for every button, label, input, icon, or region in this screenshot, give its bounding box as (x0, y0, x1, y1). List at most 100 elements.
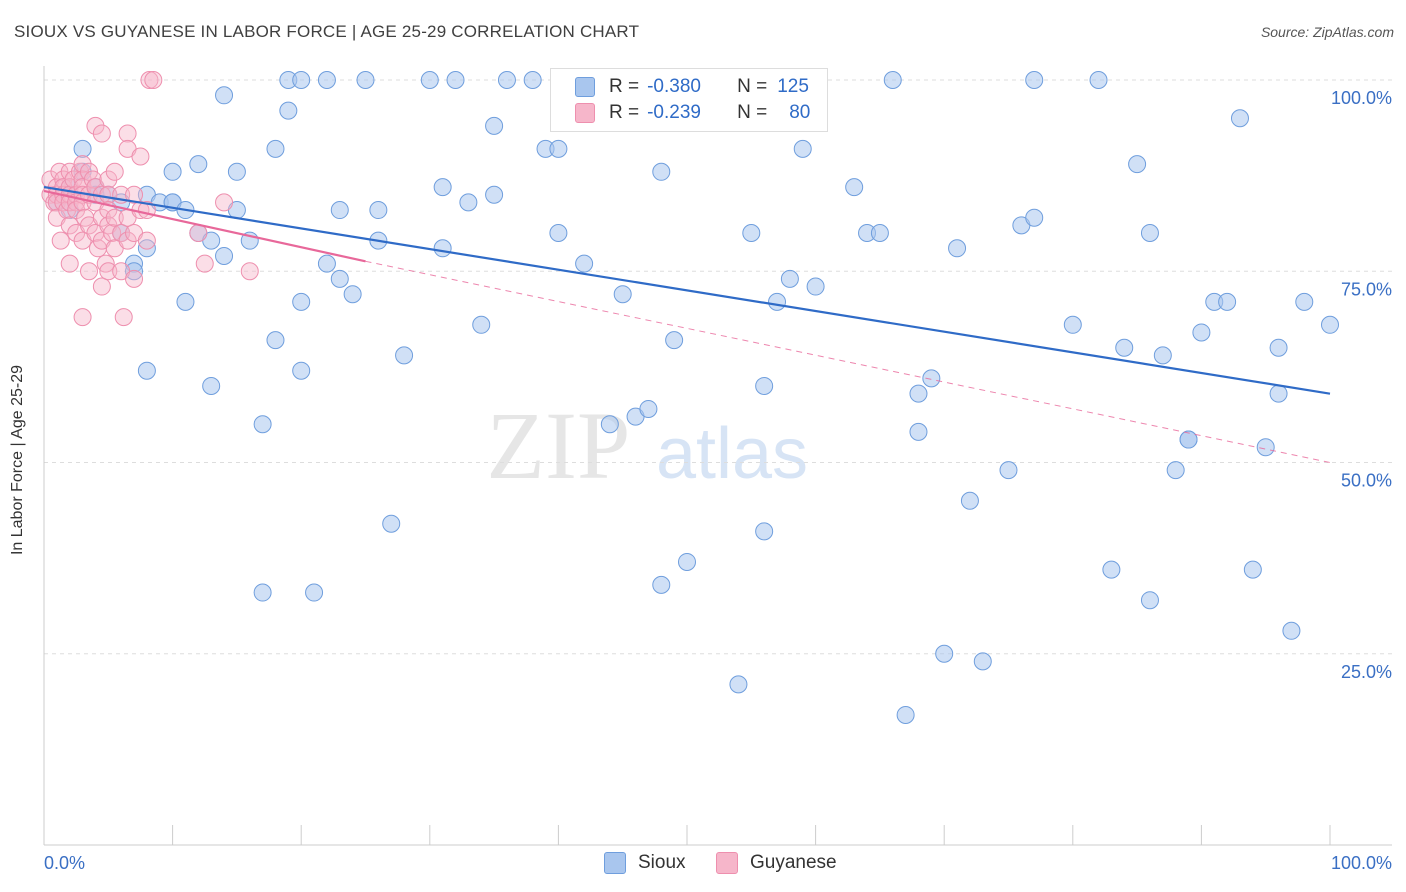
chart-title: SIOUX VS GUYANESE IN LABOR FORCE | AGE 2… (14, 22, 640, 41)
guyanese-point (114, 308, 133, 327)
sioux-point (1115, 338, 1134, 357)
guyanese-point (240, 262, 259, 281)
sioux-point (678, 552, 696, 571)
sioux-point (639, 399, 658, 418)
sioux-point (549, 139, 568, 158)
guyanese-point (99, 170, 118, 189)
sioux-point (253, 583, 272, 602)
sioux-point (420, 71, 439, 89)
r-label: R = (609, 102, 640, 123)
sioux-point (870, 224, 889, 242)
sioux-swatch (575, 77, 595, 97)
sioux-point (806, 277, 825, 296)
sioux-point (163, 162, 182, 181)
sioux-point (137, 239, 156, 258)
sioux-point (472, 315, 491, 334)
sioux-point (176, 292, 195, 311)
sioux-point (1256, 438, 1275, 457)
guyanese-point (60, 216, 79, 235)
guyanese-point (103, 224, 122, 242)
guyanese-point (73, 308, 92, 327)
sioux-point (922, 369, 941, 388)
sioux-point (1269, 338, 1288, 357)
guyanese-point (118, 231, 137, 250)
sioux-point (793, 139, 812, 158)
guyanese-point (67, 201, 86, 220)
sioux-point (1321, 315, 1339, 334)
sioux-point (883, 71, 902, 89)
sioux-point (202, 377, 221, 395)
sioux-point (330, 201, 349, 220)
sioux-point (780, 269, 799, 288)
guyanese-legend-swatch (716, 852, 738, 874)
sioux-point (755, 522, 774, 541)
guyanese-point (195, 254, 214, 273)
sioux-point (652, 575, 671, 594)
sioux-point (652, 162, 671, 181)
sioux-point (1153, 346, 1172, 365)
y-tick-label: 75.0% (1341, 279, 1392, 299)
sioux-point (137, 361, 156, 380)
sioux-point (549, 224, 568, 242)
watermark-atlas: atlas (656, 414, 808, 494)
sioux-point (1025, 71, 1044, 89)
sioux-point (266, 331, 285, 350)
sioux-point (485, 185, 504, 204)
sioux-point (125, 262, 144, 281)
guyanese-point (105, 162, 124, 181)
sioux-point (1218, 292, 1237, 311)
sioux-trend-line (43, 186, 1331, 395)
sioux-point (1102, 560, 1121, 579)
guyanese-point (118, 124, 137, 143)
sioux-point (935, 644, 954, 663)
sioux-point (613, 285, 632, 304)
sioux-point (459, 193, 478, 212)
sioux-point (768, 292, 787, 311)
sioux-point (330, 269, 349, 288)
sioux-point (253, 415, 272, 434)
sioux-point (909, 422, 928, 441)
guyanese-point (125, 185, 144, 204)
sioux-legend-swatch (604, 852, 626, 874)
sioux-r-value: -0.380 (647, 76, 701, 97)
guyanese-point (54, 170, 73, 189)
stats-legend-guyanese: R = -0.239 N = 80 (575, 100, 810, 126)
y-tick-label: 50.0% (1341, 471, 1392, 491)
legend-item-guyanese: Guyanese (716, 852, 837, 874)
guyanese-point (99, 262, 118, 281)
sioux-point (382, 514, 401, 533)
sioux-point (227, 162, 246, 181)
sioux-point (497, 71, 516, 89)
sioux-point (215, 86, 234, 105)
sioux-point (292, 292, 311, 311)
sioux-legend-label: Sioux (638, 852, 686, 873)
sioux-point (973, 652, 992, 671)
sioux-point (215, 246, 234, 265)
sioux-point (742, 224, 761, 242)
guyanese-point (60, 254, 79, 273)
sioux-point (1128, 155, 1147, 174)
guyanese-trend-line (43, 189, 366, 263)
r-label: R = (609, 76, 640, 97)
sioux-point (317, 71, 336, 89)
n-label: N = (737, 76, 768, 97)
y-tick-label: 100.0% (1331, 88, 1392, 108)
guyanese-point (144, 71, 163, 89)
sioux-point (909, 384, 928, 403)
sioux-point (755, 377, 774, 395)
sioux-point (485, 116, 504, 135)
guyanese-point (92, 208, 111, 227)
guyanese-point (51, 231, 70, 250)
sioux-point (729, 675, 748, 694)
watermark-zip: ZIP (486, 392, 630, 499)
guyanese-legend-label: Guyanese (750, 852, 837, 873)
sioux-point (433, 178, 452, 197)
sioux-point (266, 139, 285, 158)
guyanese-point (92, 277, 111, 296)
n-label: N = (737, 102, 768, 123)
sioux-point (1166, 461, 1185, 480)
sioux-point (1179, 430, 1198, 449)
guyanese-point (112, 224, 131, 242)
sioux-point (1243, 560, 1262, 579)
